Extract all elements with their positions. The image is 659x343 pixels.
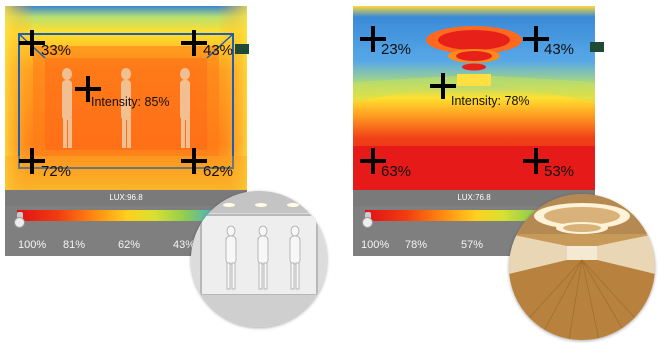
scale-tick: 57% <box>461 239 484 251</box>
crosshair-icon <box>19 148 45 174</box>
reading-bottom-left: 72% <box>41 163 72 180</box>
side-tab-right <box>590 42 604 52</box>
scale-tick: 78% <box>405 239 428 251</box>
intensity-label: Intensity: 85% <box>91 95 170 109</box>
crosshair-icon <box>181 148 207 174</box>
heatmap-right <box>353 6 595 190</box>
crosshair-icon <box>181 30 207 56</box>
crosshair-icon <box>523 148 549 174</box>
mannequin-display-image <box>191 191 327 327</box>
side-tab-left <box>235 44 249 54</box>
scale-slider-handle[interactable] <box>14 217 25 228</box>
wooden-hallway-image <box>509 194 655 340</box>
scale-tick: 100% <box>18 239 47 251</box>
reading-bottom-right: 53% <box>544 163 575 180</box>
reading-top-right: 43% <box>544 41 575 58</box>
color-scale-gradient <box>365 210 587 221</box>
intensity-label: Intensity: 78% <box>451 94 530 108</box>
scale-tick: 62% <box>118 239 141 251</box>
color-scale-gradient <box>17 210 239 221</box>
heatmap-right-image <box>353 6 595 190</box>
heatmap-left <box>5 6 247 190</box>
lux-readout: LUX:76.8 <box>353 190 595 206</box>
reading-top-right: 43% <box>203 42 234 59</box>
scale-tick: 100% <box>361 239 390 251</box>
hallway-photo <box>509 194 655 340</box>
scale-tick: 81% <box>63 239 86 251</box>
crosshair-icon <box>360 26 386 52</box>
heatmap-panel-right: 23% 43% Intensity: 78% 63% 53% LUX:76.8 … <box>353 6 604 256</box>
crosshair-icon <box>360 148 386 174</box>
reading-bottom-left: 63% <box>381 163 412 180</box>
heatmap-left-image <box>5 6 247 190</box>
scale-slider-handle[interactable] <box>362 217 373 228</box>
lux-readout: LUX:96.8 <box>5 190 247 206</box>
reading-top-left: 23% <box>381 41 412 58</box>
reading-bottom-right: 62% <box>203 163 234 180</box>
reading-top-left: 33% <box>41 42 72 59</box>
crosshair-icon <box>75 76 101 102</box>
scale-tick: 43% <box>173 239 196 251</box>
crosshair-icon <box>19 30 45 56</box>
showroom-photo <box>191 191 327 327</box>
crosshair-icon <box>430 73 456 99</box>
crosshair-icon <box>523 26 549 52</box>
